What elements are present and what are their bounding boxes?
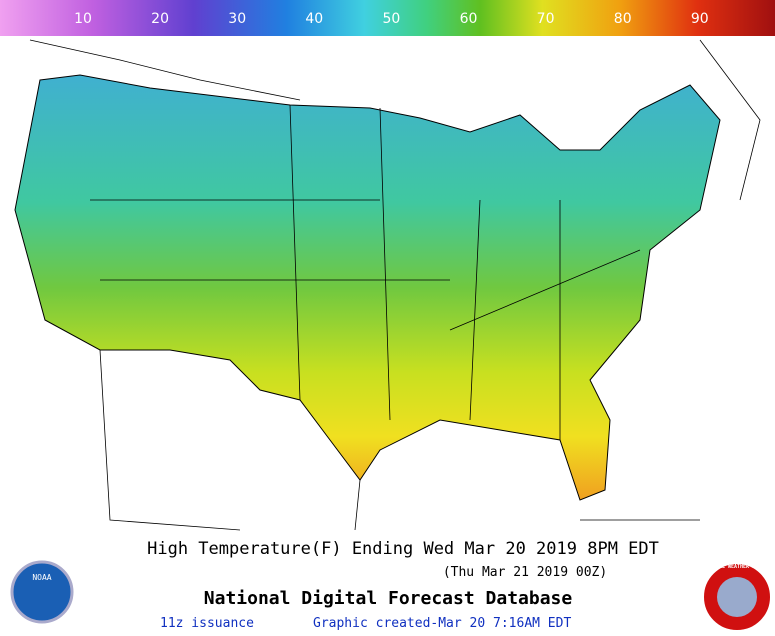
color-bar-tick: 70	[537, 11, 555, 27]
color-bar-ticks: 10 20 30 40 50 60 70 80 90	[74, 11, 709, 27]
noaa-logo-text: NOAA	[32, 573, 51, 582]
nws-logo-inner	[717, 577, 757, 617]
color-bar-tick: 30	[228, 11, 246, 27]
color-bar-tick: 10	[74, 11, 92, 27]
color-bar-tick: 60	[460, 11, 478, 27]
created: Graphic created-Mar 20 7:16AM EDT	[313, 616, 571, 631]
noaa-logo	[10, 560, 74, 624]
color-bar-tick: 40	[305, 11, 323, 27]
nws-logo-text: NATIONAL WEATHER SERVICE	[701, 564, 773, 570]
borders	[29, 39, 761, 531]
us-map	[14, 74, 721, 501]
subtitle: (Thu Mar 21 2019 00Z)	[443, 565, 607, 580]
color-bar-tick: 90	[691, 11, 709, 27]
color-bar	[0, 0, 775, 36]
color-bar-tick: 80	[614, 11, 632, 27]
title: High Temperature(F) Ending Wed Mar 20 20…	[147, 539, 659, 559]
color-bar-tick: 50	[382, 11, 400, 27]
color-bar-tick: 20	[151, 11, 169, 27]
product: National Digital Forecast Database	[204, 588, 573, 609]
issuance: 11z issuance	[160, 616, 254, 631]
